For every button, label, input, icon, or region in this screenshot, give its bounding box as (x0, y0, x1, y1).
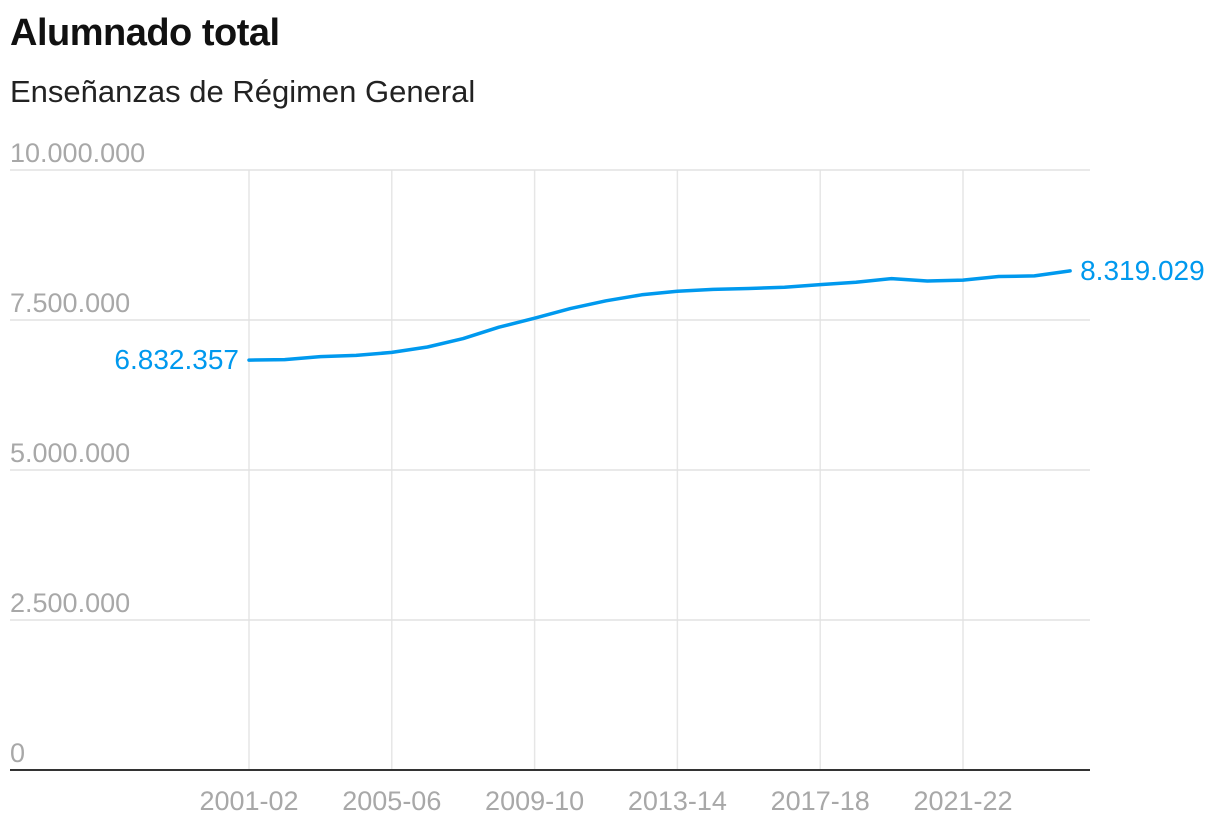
x-tick-label: 2013-14 (628, 786, 727, 816)
x-tick-label: 2005-06 (342, 786, 441, 816)
x-tick-label: 2021-22 (913, 786, 1012, 816)
y-tick-label: 0 (10, 738, 25, 768)
y-tick-label: 7.500.000 (10, 288, 130, 318)
x-tick-label: 2001-02 (199, 786, 298, 816)
x-tick-label: 2017-18 (771, 786, 870, 816)
data-labels: 6.832.357 8.319.029 (114, 255, 1204, 375)
x-tick-label: 2009-10 (485, 786, 584, 816)
x-axis: 2001-02 2005-06 2009-10 2013-14 2017-18 2021-… (199, 786, 1012, 816)
end-value-label: 8.319.029 (1080, 255, 1205, 286)
series (247, 269, 1072, 362)
chart-subtitle: Enseñanzas de Régimen General (10, 74, 476, 109)
y-tick-label: 2.500.000 (10, 588, 130, 618)
grid (10, 169, 1090, 771)
y-axis: 0 2.500.000 5.000.000 7.500.000 10.000.000 (10, 138, 145, 768)
y-tick-label: 5.000.000 (10, 438, 130, 468)
series-line (247, 269, 1072, 362)
chart-title: Alumnado total (10, 12, 280, 54)
start-value-label: 6.832.357 (114, 344, 239, 375)
y-tick-label: 10.000.000 (10, 138, 145, 168)
